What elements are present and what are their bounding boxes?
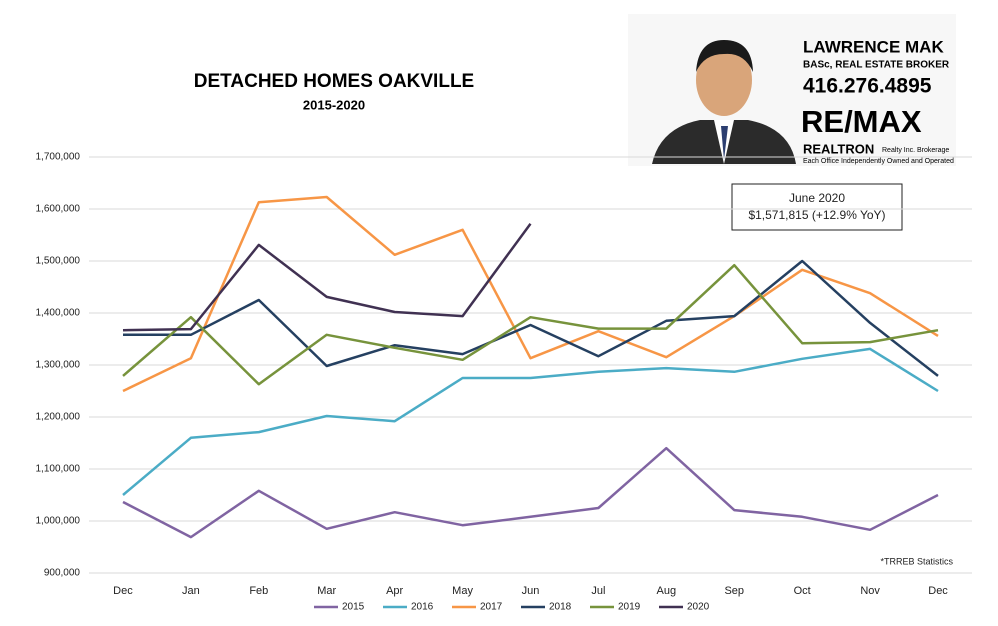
series-line	[122, 195, 939, 393]
x-tick-label: May	[452, 585, 473, 597]
legend-label: 2016	[411, 602, 434, 613]
x-tick-label: Dec	[113, 585, 133, 597]
photo	[652, 40, 796, 164]
x-tick-label: Jul	[591, 585, 605, 597]
y-tick-label: 1,400,000	[36, 308, 81, 319]
legend-label: 2020	[687, 602, 710, 613]
series-line	[122, 347, 939, 496]
x-tick-label: Aug	[657, 585, 677, 597]
y-tick-label: 1,300,000	[36, 360, 81, 371]
x-tick-label: Jan	[182, 585, 200, 597]
annotation: $1,571,815 (+12.9% YoY)	[748, 208, 885, 222]
legend-label: 2017	[480, 602, 503, 613]
office-detail: Realty Inc. Brokerage	[882, 147, 949, 154]
x-tick-label: Feb	[249, 585, 268, 597]
legend-label: 2018	[549, 602, 572, 613]
chart-title: DETACHED HOMES OAKVILLE	[194, 71, 474, 92]
face	[696, 44, 752, 116]
hair	[696, 40, 753, 72]
tie	[721, 126, 728, 160]
footnote: *TRREB Statistics	[880, 556, 953, 566]
series-line	[122, 263, 939, 386]
x-tick-label: Nov	[860, 585, 880, 597]
series-line	[122, 222, 532, 332]
annotation-box	[731, 183, 903, 231]
y-tick-label: 1,500,000	[36, 256, 81, 267]
broker-name: LAWRENCE MAK	[803, 37, 944, 56]
x-tick-label: Oct	[794, 585, 811, 597]
annotation: June 2020	[789, 191, 845, 205]
broker-phone: 416.276.4895	[803, 75, 932, 98]
x-tick-label: Apr	[386, 585, 403, 597]
chart-subtitle: 2015-2020	[303, 97, 365, 112]
x-tick-label: Mar	[317, 585, 336, 597]
disclaimer: Each Office Independently Owned and Oper…	[803, 158, 954, 165]
y-tick-label: 1,700,000	[36, 152, 81, 163]
brand: RE/MAX	[801, 104, 922, 139]
branding: LAWRENCE MAK BASc, REAL ESTATE BROKER 41…	[628, 14, 956, 166]
y-tick-label: 1,100,000	[36, 464, 81, 475]
legend: 2015 2016 2017 2018 2019 2020	[314, 602, 710, 613]
x-tick-label: Sep	[724, 585, 744, 597]
legend-label: 2019	[618, 602, 641, 613]
legend-label: 2015	[342, 602, 365, 613]
y-tick-label: 900,000	[44, 568, 81, 579]
y-tick-label: 1,200,000	[36, 412, 81, 423]
y-tick-label: 1,000,000	[36, 516, 81, 527]
series-line	[123, 259, 939, 377]
broker-credentials: BASc, REAL ESTATE BROKER	[803, 60, 950, 71]
y-tick-label: 1,600,000	[36, 204, 81, 215]
x-tick-label: Jun	[522, 585, 540, 597]
office: REALTRON	[803, 141, 874, 156]
x-tick-label: Dec	[928, 585, 948, 597]
series-line	[122, 446, 939, 539]
